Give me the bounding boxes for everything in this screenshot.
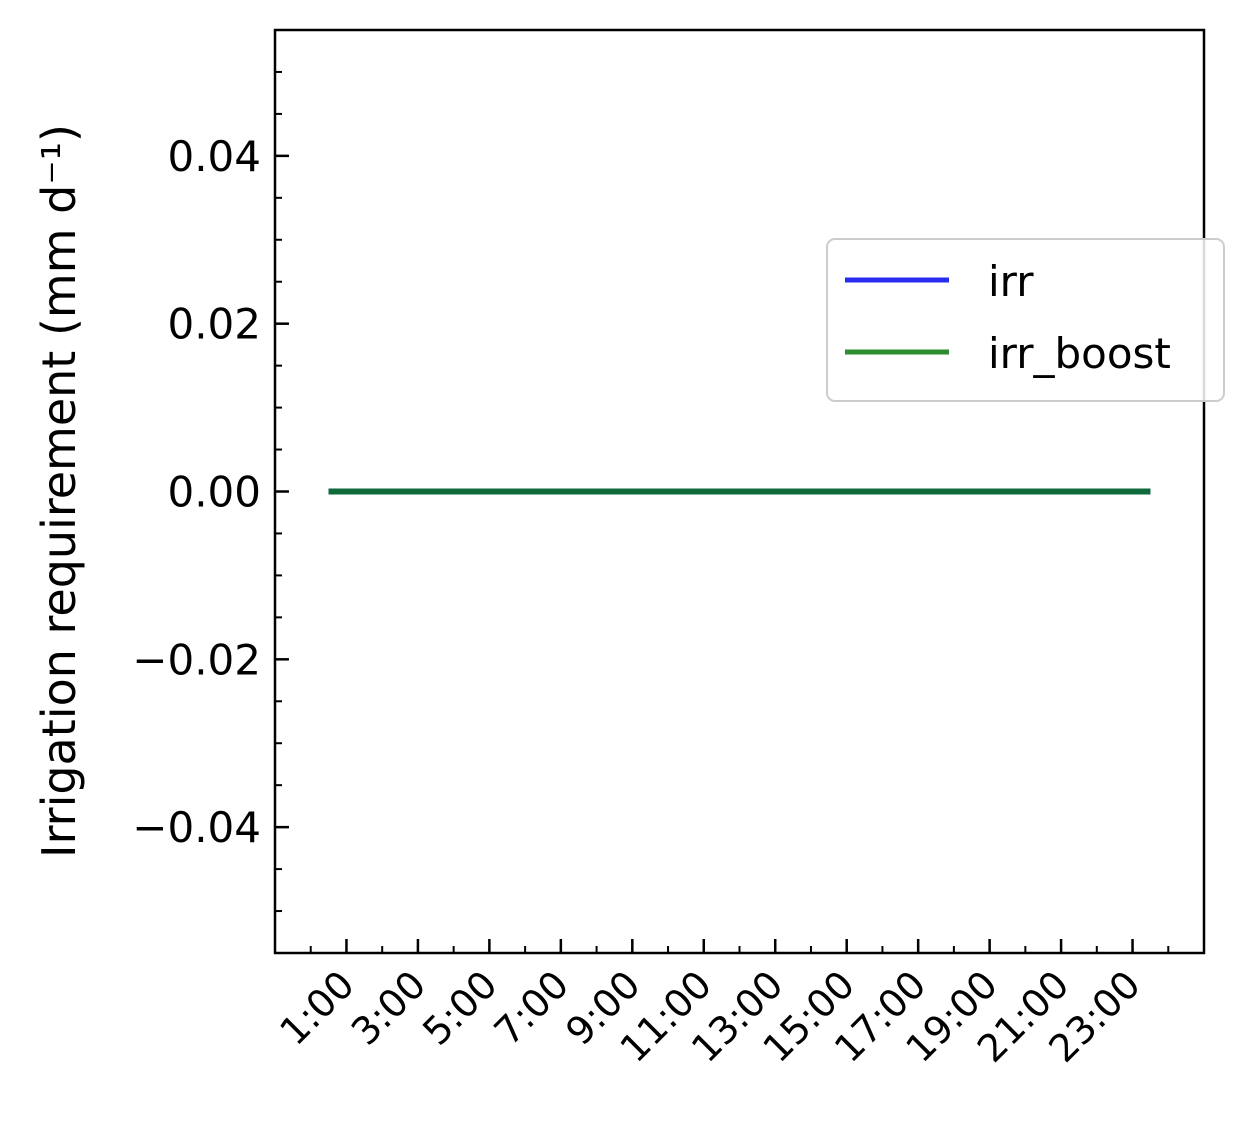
y-axis: −0.04 −0.02 0.00 0.02 0.04 [132, 29, 289, 954]
y-axis-label: Irrigation requirement (mm d⁻¹) [32, 124, 86, 858]
y-tick-label: 0.00 [167, 468, 261, 517]
x-tick-label: 1:00 [271, 962, 362, 1053]
y-tick-label: 0.02 [167, 300, 261, 349]
x-axis: 1:003:005:007:009:0011:0013:0015:0017:00… [271, 939, 1170, 1071]
legend: irr irr_boost [826, 238, 1225, 402]
x-tick-label: 3:00 [343, 962, 434, 1053]
y-tick-label: −0.04 [132, 803, 261, 852]
y-tick-label: 0.04 [167, 132, 261, 181]
legend-label-irr-boost: irr_boost [988, 329, 1171, 378]
x-tick-label: 5:00 [414, 962, 505, 1053]
legend-label-irr: irr [988, 257, 1034, 306]
x-tick-label: 7:00 [486, 962, 577, 1053]
y-tick-label: −0.02 [132, 635, 261, 684]
plot-frame [273, 28, 1206, 955]
